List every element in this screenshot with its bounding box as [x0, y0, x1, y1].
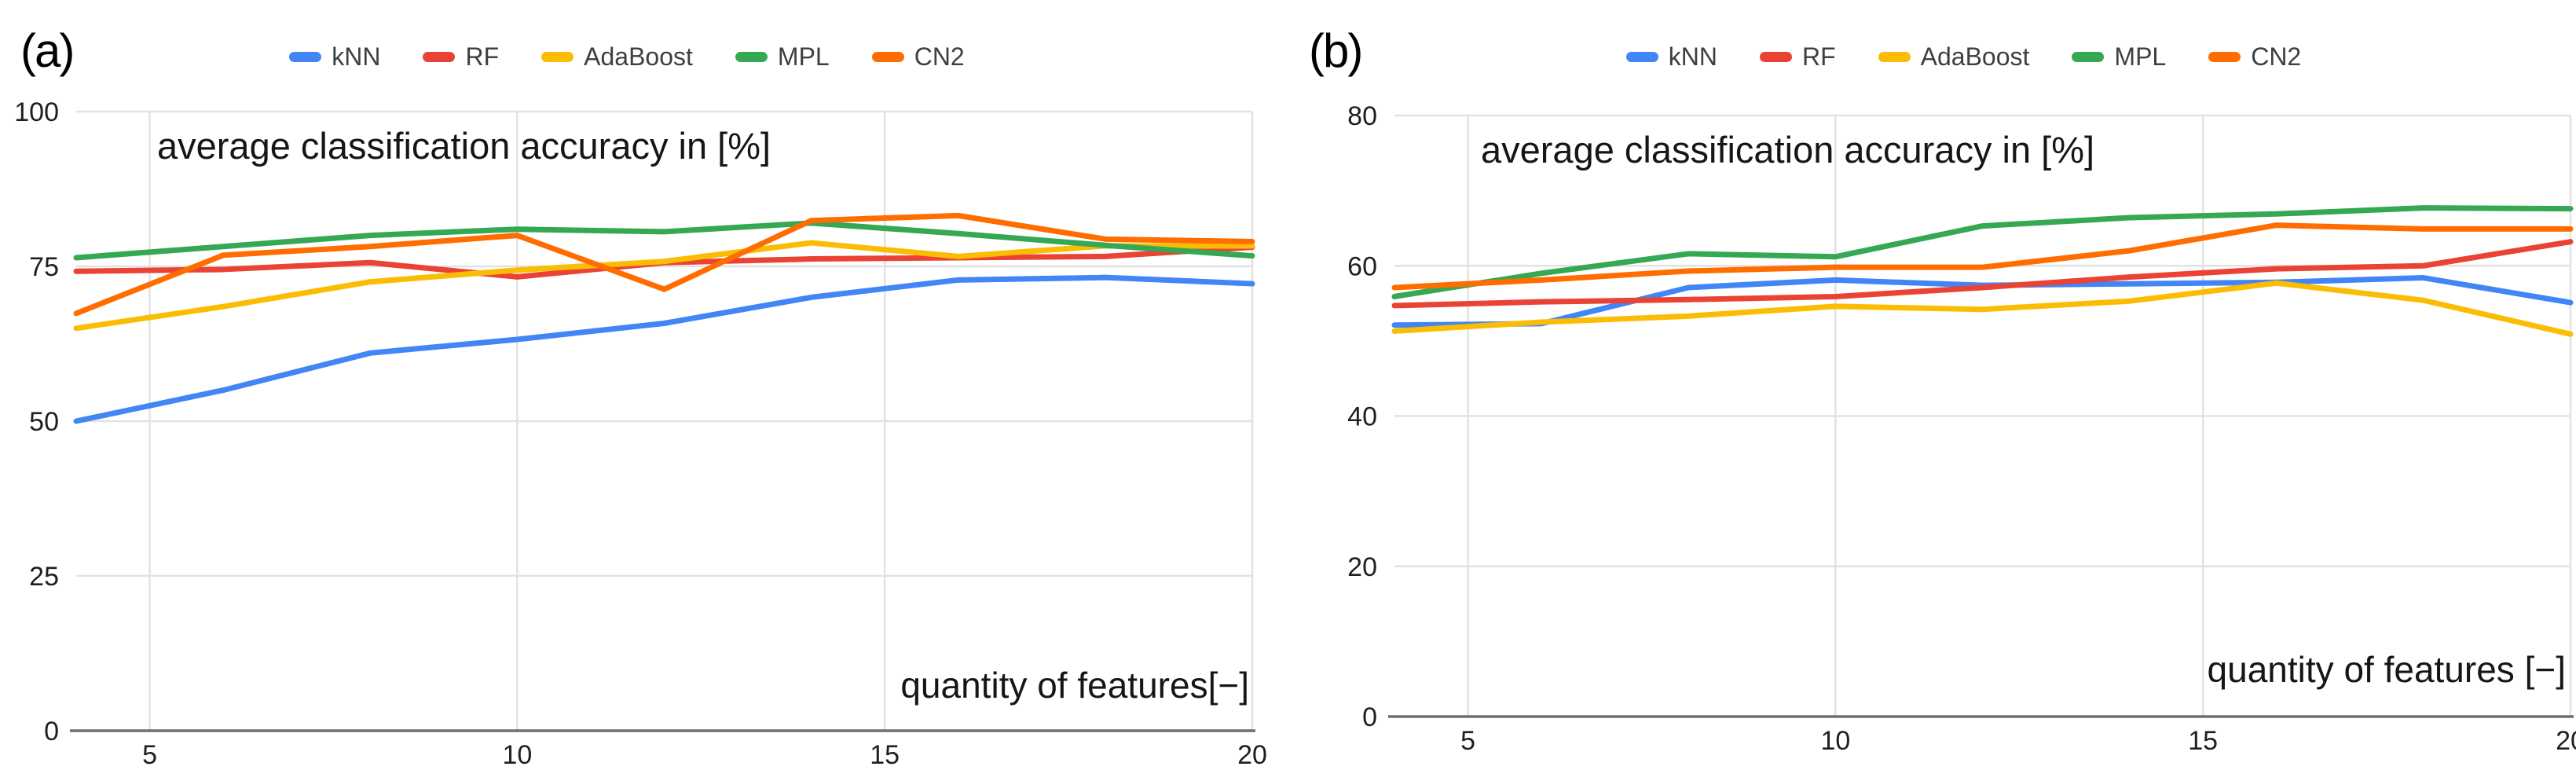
legend-item-RF: RF [1759, 42, 1836, 72]
legend-label-CN2: CN2 [2251, 42, 2302, 71]
legend-swatch-kNN [1625, 51, 1658, 62]
y-axis-tick-label: 75 [29, 252, 59, 282]
legend-item-kNN: kNN [1625, 42, 1717, 72]
series-line-MPL [73, 220, 1255, 261]
series-line-CN2 [73, 212, 1255, 317]
y-axis-tick-label: 0 [44, 717, 59, 746]
legend-item-AdaBoost: AdaBoost [541, 42, 693, 72]
x-axis-tick-label: 10 [502, 740, 532, 770]
x-axis-label-a: quantity of features[−] [900, 665, 1249, 706]
y-axis-tick-label: 50 [29, 407, 59, 437]
panel-letter-a: (a) [20, 24, 75, 77]
y-axis-tick-label: 60 [1347, 251, 1377, 281]
series-line-AdaBoost [1391, 280, 2574, 337]
series-line-CN2 [1391, 222, 2574, 291]
legend-swatch-MPL [735, 51, 768, 62]
y-axis-tick-label: 20 [1347, 552, 1377, 582]
x-axis-tick-label: 20 [2556, 726, 2576, 756]
legend-swatch-AdaBoost [1878, 51, 1911, 62]
series-line-RF [1391, 239, 2574, 309]
chart-panel-a: (a) kNN RF AdaBoost MPL CN2 0 25 50 75 100 5 10 15 2… [0, 24, 1288, 770]
chart-title-a: average classification accuracy in [%] [157, 125, 771, 167]
x-axis-tick-label: 10 [1820, 726, 1850, 756]
legend-swatch-CN2 [2208, 51, 2241, 62]
chart-title-b: average classification accuracy in [%] [1481, 129, 2095, 170]
line-chart-b: 0 20 40 60 80 5 10 15 20 [1347, 101, 2576, 756]
y-axis-tick-label: 0 [1362, 702, 1377, 732]
legend-item-MPL: MPL [2072, 42, 2166, 72]
series-line-MPL [1391, 205, 2574, 299]
y-axis-tick-label: 100 [14, 97, 59, 127]
x-axis-label-b: quantity of features [−] [2207, 649, 2566, 690]
x-axis-tick-label: 15 [2188, 726, 2218, 756]
legend-label-AdaBoost: AdaBoost [1920, 42, 2030, 71]
legend-label-RF: RF [1801, 42, 1836, 71]
legend-label-MPL: MPL [2114, 42, 2167, 71]
x-axis-tick-label: 20 [1237, 740, 1267, 770]
x-axis-tick-label: 15 [870, 740, 900, 770]
series-line-kNN [73, 274, 1255, 424]
legend-swatch-RF [423, 51, 456, 62]
legend-swatch-AdaBoost [541, 51, 574, 62]
legend-label-CN2: CN2 [914, 42, 965, 71]
panel-letter-b: (b) [1309, 24, 1363, 77]
y-axis-tick-label: 80 [1347, 101, 1377, 131]
line-chart-a: 0 25 50 75 100 5 10 15 20 [14, 97, 1267, 770]
legend-label-kNN: kNN [332, 42, 381, 71]
legend-label-MPL: MPL [777, 42, 830, 71]
legend-swatch-RF [1759, 51, 1792, 62]
chart-panel-b: (b) kNN RF AdaBoost MPL CN2 0 20 40 60 80 5 10 15 20… [1288, 0, 2576, 770]
y-axis-tick-label: 40 [1347, 402, 1377, 432]
legend-b: kNN RF AdaBoost MPL CN2 [1288, 41, 2576, 72]
y-axis-tick-label: 25 [29, 562, 59, 592]
series-line-AdaBoost [73, 240, 1255, 332]
legend-item-MPL: MPL [735, 42, 830, 72]
legend-label-kNN: kNN [1668, 42, 1717, 71]
legend-swatch-CN2 [871, 51, 904, 62]
legend-item-RF: RF [423, 42, 499, 72]
legend-item-CN2: CN2 [2208, 42, 2301, 72]
legend-item-CN2: CN2 [871, 42, 965, 72]
legend-label-AdaBoost: AdaBoost [584, 42, 693, 71]
x-axis-tick-label: 5 [142, 740, 157, 770]
legend-a: kNN RF AdaBoost MPL CN2 [0, 41, 1288, 72]
legend-swatch-kNN [289, 51, 322, 62]
legend-item-kNN: kNN [289, 42, 380, 72]
legend-label-RF: RF [465, 42, 500, 71]
legend-swatch-MPL [2072, 51, 2105, 62]
legend-item-AdaBoost: AdaBoost [1878, 42, 2030, 72]
x-axis-tick-label: 5 [1460, 726, 1475, 756]
